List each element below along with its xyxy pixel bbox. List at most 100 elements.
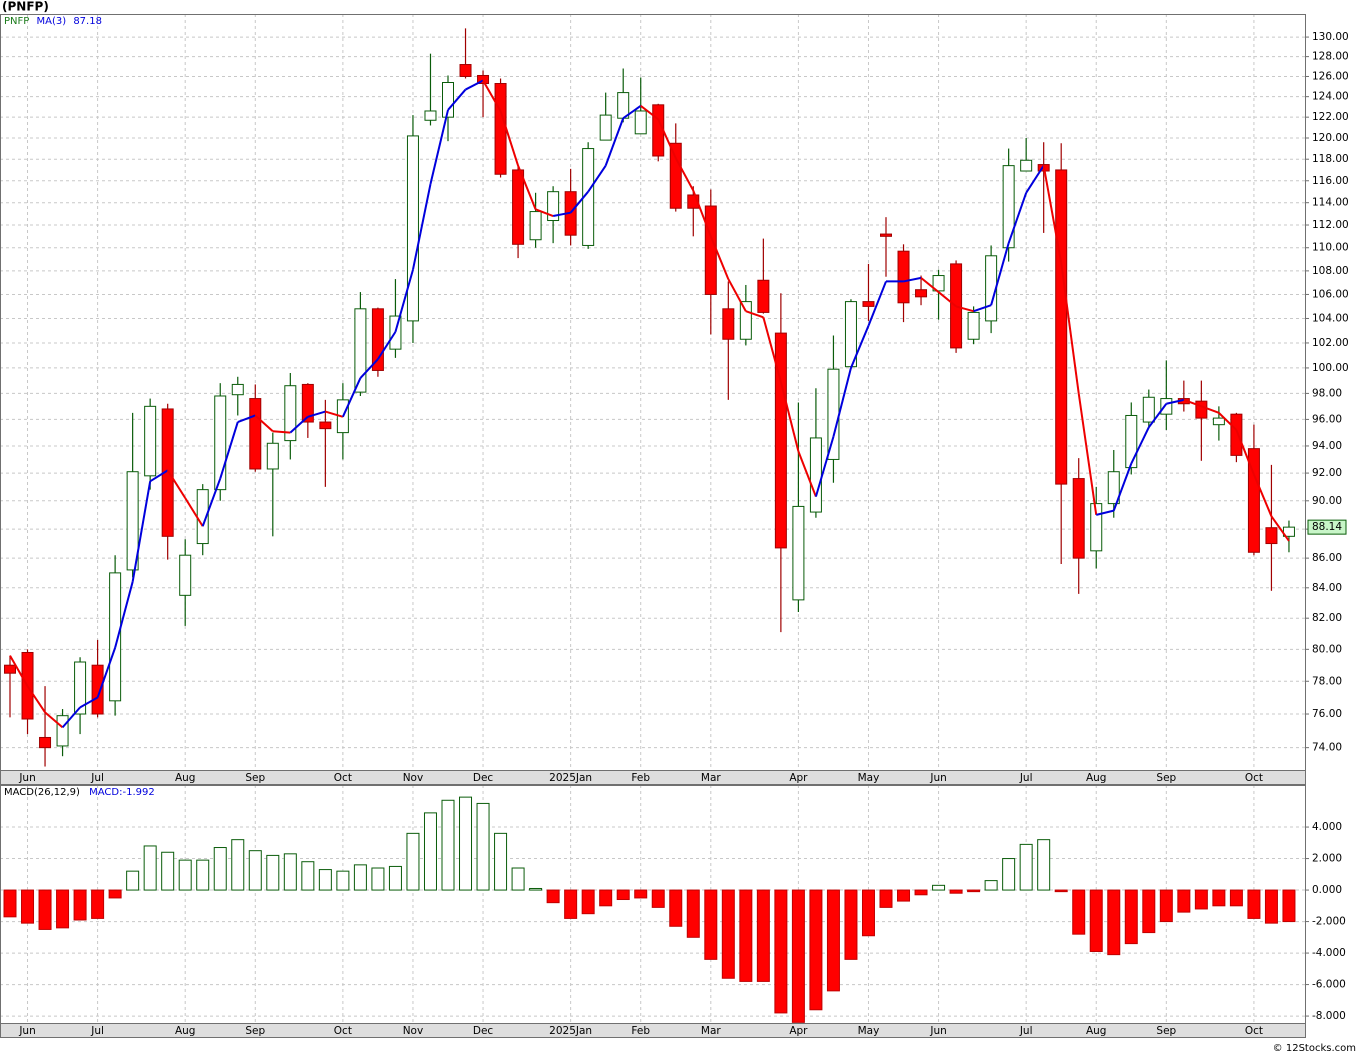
macd-bar	[914, 889, 928, 896]
ma-segment	[166, 469, 187, 499]
candle-body	[1230, 413, 1243, 456]
candle-body	[739, 301, 752, 340]
ma-segment	[552, 211, 571, 218]
candle-body	[669, 142, 682, 209]
x-tick-label: Aug	[1086, 772, 1107, 784]
candle-body	[1072, 478, 1085, 559]
candle-body	[1160, 398, 1173, 415]
footer: © 12Stocks.com	[1273, 1043, 1356, 1054]
ma-segment	[937, 291, 957, 308]
candle-body	[1107, 471, 1120, 505]
x-tick-label: Apr	[789, 772, 808, 784]
x-tick-label: Sep	[1156, 1025, 1176, 1037]
candle-body	[4, 664, 16, 674]
candle-body	[1002, 165, 1015, 249]
candle-body	[424, 110, 437, 121]
macd-bar	[126, 870, 140, 891]
macd-bar	[721, 889, 735, 979]
ma-segment	[184, 497, 204, 527]
y-tick-label: 128.00	[1312, 51, 1349, 63]
macd-bar	[476, 802, 490, 891]
ma-segment	[1235, 429, 1255, 475]
ma-segment	[1096, 509, 1114, 516]
macd-bar	[1019, 843, 1033, 891]
macd-bar	[1124, 889, 1138, 945]
candle-body	[91, 664, 104, 715]
x-tick-label: Jun	[18, 772, 35, 784]
ma-segment	[657, 118, 677, 159]
macd-bar	[1194, 889, 1208, 910]
candle-body	[109, 572, 122, 702]
ma-segment	[79, 696, 99, 709]
x-tick-label: 2025Jan	[549, 1025, 592, 1037]
candle-body	[1090, 503, 1103, 552]
candle-body	[406, 135, 419, 322]
x-tick-label: Aug	[175, 1025, 196, 1037]
y-tick-label: 90.00	[1312, 495, 1342, 507]
macd-bar	[3, 889, 17, 918]
candle-body	[687, 194, 700, 209]
macd-bar	[984, 880, 998, 891]
ma-segment	[779, 381, 800, 452]
candle-body	[897, 250, 910, 304]
marks-layer	[3, 28, 1296, 1023]
y-tick-label: 78.00	[1312, 675, 1342, 687]
y-tick-label: 108.00	[1312, 265, 1349, 277]
y-tick-label: 82.00	[1312, 612, 1342, 624]
y-tick-label: -6.000	[1312, 979, 1346, 991]
y-tick-label: 84.00	[1312, 582, 1342, 594]
ma-segment	[482, 79, 502, 112]
macd-bar	[669, 889, 683, 927]
ma-segment	[1201, 405, 1220, 414]
candle-body	[1020, 159, 1033, 172]
ma-segment	[850, 325, 870, 369]
last-price-label: 88.14	[1312, 521, 1342, 533]
candle-body	[249, 398, 262, 470]
ma-segment	[832, 367, 852, 437]
ma-segment	[867, 281, 887, 327]
macd-bar	[809, 889, 823, 1011]
ma-segment	[289, 416, 309, 434]
candle-body	[494, 83, 507, 175]
x-tick-label: Sep	[1156, 772, 1176, 784]
macd-bar	[388, 865, 402, 891]
candle-body	[967, 311, 980, 340]
candle-body	[827, 368, 840, 460]
ma-segment	[9, 655, 29, 687]
candle-body	[512, 169, 525, 245]
candle-body	[1195, 400, 1208, 419]
y-tick-label: 112.00	[1312, 219, 1349, 231]
ma-segment	[447, 88, 467, 111]
macd-bar	[756, 889, 770, 982]
macd-value: -1.992	[123, 787, 155, 798]
macd-bar	[826, 889, 840, 992]
candle-body	[231, 383, 244, 396]
legend-symbol: PNFP	[4, 16, 29, 27]
macd-bar	[529, 887, 543, 891]
candle-body	[214, 395, 227, 491]
macd-date-strip	[0, 1023, 1306, 1038]
candle-body	[1247, 448, 1260, 553]
ma-segment	[377, 331, 397, 360]
y-tick-label: 122.00	[1312, 111, 1349, 123]
frame-layer: 74.0076.0078.0080.0082.0084.0086.0088.00…	[0, 14, 1349, 1038]
ma-segment	[131, 481, 152, 582]
candle-body	[126, 471, 139, 571]
y-tick-label: 118.00	[1312, 153, 1349, 165]
macd-bar	[704, 889, 718, 960]
ma-segment	[990, 242, 1010, 306]
candle-body	[301, 383, 314, 423]
macd-bar	[213, 847, 227, 891]
y-tick-label: 104.00	[1312, 312, 1349, 324]
macd-bar	[21, 889, 35, 924]
ma-segment	[1042, 165, 1063, 263]
macd-bar	[844, 889, 858, 960]
y-tick-label: 2.000	[1312, 853, 1342, 865]
legend: PNFP MA(3) 87.18	[4, 16, 102, 27]
ma-segment	[429, 109, 449, 185]
candle-body	[1142, 396, 1155, 423]
candle-body	[862, 301, 875, 307]
ma-segment	[640, 105, 659, 121]
ma-segment	[604, 117, 625, 166]
macd-bar	[336, 870, 350, 891]
